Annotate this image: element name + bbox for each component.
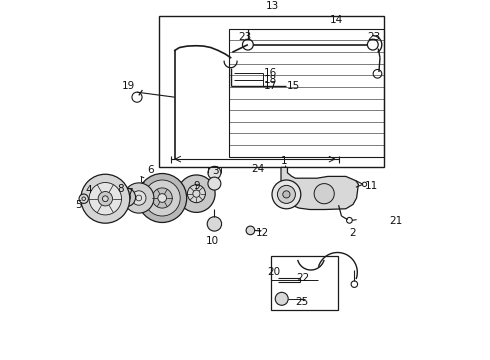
Text: 15: 15 — [286, 81, 300, 91]
Text: 16: 16 — [264, 68, 277, 78]
Circle shape — [207, 217, 221, 231]
Circle shape — [138, 174, 187, 222]
Text: 6: 6 — [147, 165, 154, 175]
Circle shape — [158, 194, 167, 202]
Text: 12: 12 — [256, 228, 269, 238]
Circle shape — [272, 180, 301, 209]
Circle shape — [89, 183, 122, 215]
Text: 23: 23 — [238, 32, 252, 42]
Text: 14: 14 — [330, 15, 343, 25]
Bar — [159, 16, 384, 167]
Circle shape — [277, 185, 295, 203]
Bar — [229, 29, 384, 157]
Text: 24: 24 — [251, 164, 264, 174]
Circle shape — [122, 193, 130, 202]
Text: 22: 22 — [296, 273, 310, 283]
Text: 25: 25 — [295, 297, 309, 307]
Circle shape — [283, 191, 290, 198]
Circle shape — [102, 196, 108, 202]
Circle shape — [152, 188, 172, 208]
Circle shape — [314, 184, 334, 204]
Circle shape — [117, 188, 136, 207]
Bar — [271, 256, 338, 310]
Text: 13: 13 — [266, 1, 279, 11]
Text: 1: 1 — [281, 156, 288, 166]
Text: 7: 7 — [126, 188, 133, 198]
Circle shape — [246, 226, 255, 235]
Circle shape — [81, 174, 130, 223]
Circle shape — [178, 175, 215, 212]
Text: 2: 2 — [349, 228, 356, 238]
Text: 20: 20 — [267, 267, 280, 277]
Circle shape — [98, 192, 113, 206]
Text: 19: 19 — [122, 81, 135, 91]
Circle shape — [132, 191, 146, 205]
Circle shape — [79, 194, 88, 203]
Text: 18: 18 — [264, 75, 277, 85]
Text: 21: 21 — [389, 216, 402, 226]
Text: 9: 9 — [193, 181, 200, 192]
Circle shape — [123, 183, 154, 213]
Text: 10: 10 — [206, 236, 219, 246]
Circle shape — [208, 166, 221, 179]
Circle shape — [208, 177, 221, 190]
Text: 5: 5 — [75, 200, 82, 210]
Text: 11: 11 — [365, 181, 378, 192]
Text: 23: 23 — [368, 32, 381, 42]
Circle shape — [144, 180, 180, 216]
Text: 4: 4 — [85, 185, 92, 195]
Text: 8: 8 — [117, 184, 123, 194]
Circle shape — [187, 185, 205, 203]
Text: 17: 17 — [264, 81, 277, 91]
Polygon shape — [281, 167, 358, 210]
Text: 3: 3 — [212, 166, 219, 176]
Circle shape — [275, 292, 288, 305]
